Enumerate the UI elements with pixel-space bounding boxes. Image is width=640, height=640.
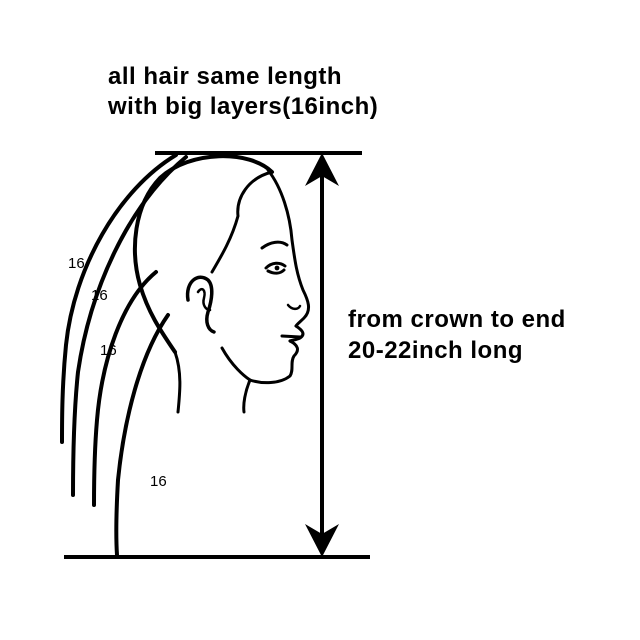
title-line-1: all hair same length (108, 63, 343, 90)
diagram-title: all hair same length with big layers(16i… (108, 62, 378, 122)
hair-layer-inner (114, 313, 170, 557)
layer-label-2: 16 (91, 287, 108, 304)
layer-label-4: 16 (150, 473, 167, 490)
double-arrow-icon (305, 153, 339, 557)
head-profile-icon (133, 154, 311, 414)
measurement-line-2: 20-22inch long (348, 337, 524, 364)
hair-strands (60, 153, 188, 557)
hair-layer-third (92, 270, 158, 507)
hair-layer-second (71, 155, 188, 497)
layer-label-1: 16 (68, 255, 85, 272)
measurement-line-1: from crown to end (348, 306, 566, 333)
hair-layer-outer (60, 153, 178, 444)
layer-label-3: 16 (100, 342, 117, 359)
measurement-label: from crown to end 20-22inch long (348, 304, 566, 366)
title-line-2: with big layers(16inch) (108, 93, 379, 120)
